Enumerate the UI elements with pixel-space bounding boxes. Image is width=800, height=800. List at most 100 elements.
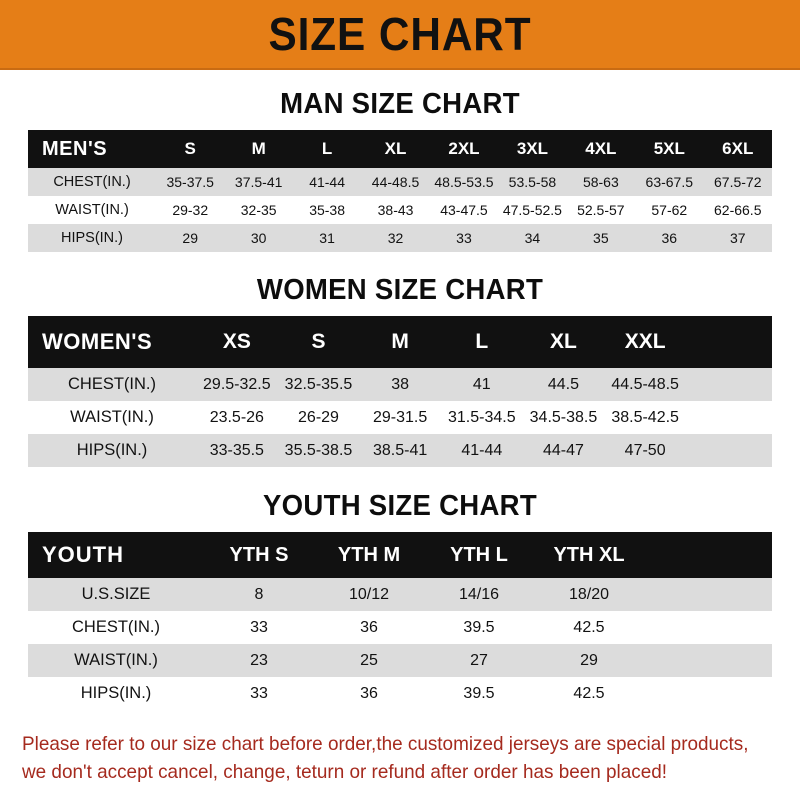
men-col-header: L — [292, 130, 362, 168]
table-row: CHEST(IN.) 33 36 39.5 42.5 — [28, 611, 772, 644]
men-cell: 35 — [566, 224, 636, 252]
youth-cell: 36 — [314, 611, 424, 644]
men-cell: 67.5-72 — [703, 168, 772, 196]
men-col-header: 5XL — [635, 130, 704, 168]
youth-cell: 25 — [314, 644, 424, 677]
youth-row-label: HIPS(IN.) — [28, 677, 204, 710]
women-col-header: M — [359, 316, 441, 368]
men-cell: 35-38 — [292, 196, 362, 224]
women-cell-empty — [686, 401, 772, 434]
men-corner-label: MEN'S — [28, 130, 156, 168]
men-cell: 37 — [703, 224, 772, 252]
men-cell: 37.5-41 — [224, 168, 293, 196]
section-title-men: MAN SIZE CHART — [280, 88, 520, 120]
youth-cell-empty — [644, 578, 772, 611]
women-row-label: HIPS(IN.) — [28, 434, 196, 467]
men-cell: 57-62 — [635, 196, 704, 224]
youth-size-table: YOUTH YTH S YTH M YTH L YTH XL U.S.SIZE … — [28, 532, 772, 710]
section-title-youth: YOUTH SIZE CHART — [263, 490, 537, 522]
disclaimer-line-1: Please refer to our size chart before or… — [22, 733, 749, 755]
men-row-label: HIPS(IN.) — [28, 224, 156, 252]
youth-table-head: YOUTH YTH S YTH M YTH L YTH XL — [28, 532, 772, 578]
table-row: WAIST(IN.) 23 25 27 29 — [28, 644, 772, 677]
youth-cell: 18/20 — [534, 578, 644, 611]
men-table-head: MEN'S S M L XL 2XL 3XL 4XL 5XL 6XL — [28, 130, 772, 168]
section-youth: YOUTH SIZE CHART YOUTH YTH S YTH M YTH L… — [0, 490, 800, 710]
men-cell: 48.5-53.5 — [429, 168, 499, 196]
table-row: HIPS(IN.) 33 36 39.5 42.5 — [28, 677, 772, 710]
men-col-header: 2XL — [429, 130, 499, 168]
men-cell: 44-48.5 — [361, 168, 430, 196]
men-table-wrap: MEN'S S M L XL 2XL 3XL 4XL 5XL 6XL CHEST — [28, 130, 772, 252]
women-col-header: L — [440, 316, 523, 368]
women-row-label: WAIST(IN.) — [28, 401, 196, 434]
youth-cell: 8 — [204, 578, 314, 611]
women-col-header-empty — [686, 316, 772, 368]
women-cell: 31.5-34.5 — [440, 401, 523, 434]
men-col-header: M — [224, 130, 293, 168]
youth-cell: 29 — [534, 644, 644, 677]
men-table-body: CHEST(IN.) 35-37.5 37.5-41 41-44 44-48.5… — [28, 168, 772, 252]
women-col-header: XXL — [604, 316, 686, 368]
men-cell: 29-32 — [156, 196, 225, 224]
youth-corner-label: YOUTH — [28, 532, 204, 578]
women-cell: 34.5-38.5 — [522, 401, 605, 434]
men-cell: 41-44 — [292, 168, 362, 196]
men-cell: 38-43 — [361, 196, 430, 224]
women-cell: 44.5 — [522, 368, 605, 401]
men-cell: 53.5-58 — [498, 168, 567, 196]
men-cell: 47.5-52.5 — [498, 196, 567, 224]
women-cell: 38.5-41 — [359, 434, 441, 467]
women-cell: 32.5-35.5 — [277, 368, 360, 401]
men-header-row: MEN'S S M L XL 2XL 3XL 4XL 5XL 6XL — [28, 130, 772, 168]
women-col-header: XS — [196, 316, 278, 368]
youth-cell: 39.5 — [424, 611, 534, 644]
table-row: HIPS(IN.) 29 30 31 32 33 34 35 36 37 — [28, 224, 772, 252]
youth-col-header: YTH S — [204, 532, 314, 578]
men-cell: 58-63 — [566, 168, 636, 196]
women-col-header: S — [277, 316, 360, 368]
men-row-label: WAIST(IN.) — [28, 196, 156, 224]
youth-cell: 33 — [204, 611, 314, 644]
women-cell: 38.5-42.5 — [604, 401, 686, 434]
women-cell: 33-35.5 — [196, 434, 278, 467]
men-cell: 32-35 — [224, 196, 293, 224]
women-cell: 23.5-26 — [196, 401, 278, 434]
youth-cell-empty — [644, 611, 772, 644]
section-women: WOMEN SIZE CHART WOMEN'S XS S M L XL XXL — [0, 274, 800, 467]
women-table-body: CHEST(IN.) 29.5-32.5 32.5-35.5 38 41 44.… — [28, 368, 772, 467]
youth-cell-empty — [644, 677, 772, 710]
table-row: WAIST(IN.) 29-32 32-35 35-38 38-43 43-47… — [28, 196, 772, 224]
youth-row-label: U.S.SIZE — [28, 578, 204, 611]
youth-row-label: CHEST(IN.) — [28, 611, 204, 644]
disclaimer-note: Please refer to our size chart before or… — [22, 730, 755, 787]
youth-table-body: U.S.SIZE 8 10/12 14/16 18/20 CHEST(IN.) … — [28, 578, 772, 710]
men-col-header: 6XL — [703, 130, 772, 168]
women-cell: 41-44 — [440, 434, 523, 467]
youth-col-header-empty — [644, 532, 772, 578]
table-row: U.S.SIZE 8 10/12 14/16 18/20 — [28, 578, 772, 611]
women-cell: 26-29 — [277, 401, 360, 434]
table-row: CHEST(IN.) 35-37.5 37.5-41 41-44 44-48.5… — [28, 168, 772, 196]
youth-row-label: WAIST(IN.) — [28, 644, 204, 677]
youth-col-header: YTH M — [314, 532, 424, 578]
women-table-wrap: WOMEN'S XS S M L XL XXL CHEST(IN.) 29.5-… — [28, 316, 772, 467]
women-header-row: WOMEN'S XS S M L XL XXL — [28, 316, 772, 368]
disclaimer-line-2: we don't accept cancel, change, teturn o… — [22, 761, 668, 784]
youth-cell: 27 — [424, 644, 534, 677]
women-cell: 29.5-32.5 — [196, 368, 278, 401]
women-cell: 29-31.5 — [359, 401, 441, 434]
men-size-table: MEN'S S M L XL 2XL 3XL 4XL 5XL 6XL CHEST — [28, 130, 772, 252]
youth-cell: 33 — [204, 677, 314, 710]
men-col-header: 4XL — [566, 130, 636, 168]
youth-header-row: YOUTH YTH S YTH M YTH L YTH XL — [28, 532, 772, 578]
youth-cell: 23 — [204, 644, 314, 677]
page-banner: SIZE CHART — [0, 0, 800, 70]
men-cell: 32 — [361, 224, 430, 252]
youth-cell: 14/16 — [424, 578, 534, 611]
men-cell: 62-66.5 — [703, 196, 772, 224]
men-cell: 43-47.5 — [429, 196, 499, 224]
banner-title: SIZE CHART — [268, 8, 532, 60]
table-row: CHEST(IN.) 29.5-32.5 32.5-35.5 38 41 44.… — [28, 368, 772, 401]
